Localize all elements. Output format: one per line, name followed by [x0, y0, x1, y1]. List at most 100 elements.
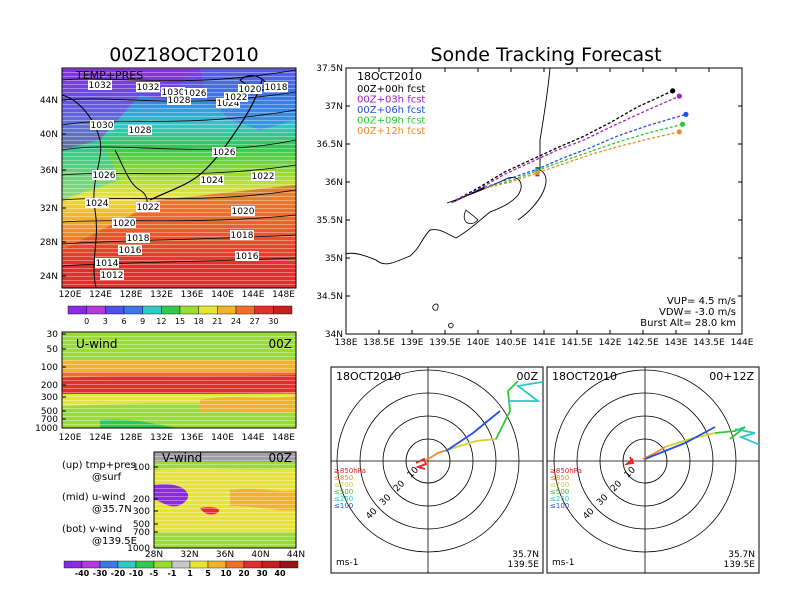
svg-text:1020: 1020: [113, 219, 136, 229]
burst-point: [676, 129, 682, 135]
hodograph-trace: [664, 432, 716, 448]
pressure-tick-label: 300: [133, 507, 150, 517]
lon-tick-label: 132E: [150, 433, 173, 443]
lon-tick-label: 140.5E: [495, 338, 527, 348]
lon-tick-label: 140E: [467, 338, 490, 348]
colorbar-tick-label: 5: [205, 569, 211, 578]
uwind-lon-ticks: 120E 124E 128E 132E 136E 140E 144E 148E: [59, 433, 296, 443]
note-line: (up) tmp+pres: [62, 460, 136, 471]
lon-tick-label: 140E: [211, 290, 234, 300]
colorbar-swatch: [63, 560, 83, 569]
lat-tick-label: 35N: [325, 254, 343, 264]
lon-tick-label: 128E: [120, 433, 143, 443]
hodograph-unit: ms-1: [552, 558, 574, 568]
lat-tick-label: 34.5N: [316, 292, 343, 302]
isobar-label: 1020: [112, 218, 136, 229]
hodograph-date: 18OCT2010: [552, 370, 617, 383]
isobar-label: 1022: [251, 171, 275, 182]
svg-text:1014: 1014: [96, 259, 119, 269]
lon-tick-label: 124E: [89, 433, 112, 443]
isobar-label: 1012: [100, 270, 124, 281]
lat-tick-label: 34N: [325, 330, 343, 340]
burst-point: [670, 88, 676, 94]
lat-tick-label: 36N: [325, 178, 343, 188]
lat-tick-label: 32N: [180, 550, 198, 560]
track-line: [451, 95, 680, 204]
svg-text:1026: 1026: [184, 89, 207, 99]
vwind-lat-ticks: 28N 32N 36N 40N 44N: [145, 550, 305, 560]
uwind-label: U-wind: [76, 337, 117, 351]
hodograph-trace: [445, 410, 501, 452]
temp-colorbar: 0 3 6 9 12 15 18 21 24 27 30: [67, 305, 293, 326]
vup-text: VUP= 4.5 m/s: [667, 296, 736, 307]
isobar-label: 1020: [238, 84, 262, 95]
colorbar-tick-label: 21: [212, 317, 222, 326]
colorbar-tick-label: -20: [111, 569, 126, 578]
isobar-label: 1018: [264, 82, 288, 93]
colorbar-swatch: [273, 305, 293, 315]
lon-tick-label: 138.5E: [363, 338, 395, 348]
hodograph-lat: 35.7N: [728, 550, 755, 560]
legend-entry: 00Z+09h fcst: [357, 116, 425, 127]
colorbar-swatch: [135, 560, 155, 569]
lat-tick-label: 37N: [325, 102, 343, 112]
lon-tick-label: 140E: [211, 433, 234, 443]
colorbar-tick-label: 0: [84, 317, 89, 326]
isobar-label: 1026: [212, 147, 236, 158]
svg-text:1020: 1020: [239, 85, 262, 95]
burst-text: Burst Alt= 28.0 km: [640, 318, 736, 329]
lon-tick-label: 136E: [181, 290, 204, 300]
colorbar-swatch: [254, 305, 274, 315]
hodograph-trace: [415, 457, 428, 470]
level-legend: ≤850: [550, 474, 569, 482]
lon-tick-label: 141E: [533, 338, 556, 348]
lon-tick-label: 142E: [599, 338, 622, 348]
track-line: [451, 90, 673, 204]
level-legend: ≤100: [550, 502, 569, 510]
lat-tick-label: 35.5N: [316, 216, 343, 226]
lon-tick-label: 148E: [272, 290, 295, 300]
colorbar-tick-label: 15: [175, 317, 185, 326]
level-legend: ≤100: [334, 502, 353, 510]
hodograph-trace: [644, 426, 716, 460]
uwind-time: 00Z: [269, 337, 293, 351]
hodograph-trace: [714, 426, 746, 440]
lon-tick-label: 143.5E: [693, 338, 725, 348]
lat-tick-label: 40N: [40, 130, 58, 140]
note-line: @35.7N: [92, 504, 132, 515]
hodograph-time: 00Z: [516, 370, 538, 383]
svg-text:1022: 1022: [137, 203, 160, 213]
colorbar-tick-label: -30: [93, 569, 108, 578]
colorbar-swatch: [99, 560, 119, 569]
legend-entry: 00Z+12h fcst: [357, 126, 425, 137]
track-line: [484, 131, 680, 189]
colorbar-swatch: [67, 305, 87, 315]
pressure-tick-label: 300: [41, 393, 58, 403]
colorbar-swatch: [261, 560, 281, 569]
hodograph-time: 00+12Z: [709, 370, 754, 383]
level-legend: ≥850hPa: [334, 467, 366, 475]
lat-tick-label: 32N: [40, 204, 58, 214]
isobar-label: 1026: [92, 170, 116, 181]
lon-tick-label: 128E: [120, 290, 143, 300]
lon-tick-label: 148E: [272, 433, 295, 443]
colorbar-tick-label: 18: [194, 317, 204, 326]
colorbar-swatch: [161, 305, 181, 315]
hodograph-trace: [508, 380, 543, 402]
isobar-label: 1018: [230, 230, 254, 241]
lon-tick-label: 141.5E: [561, 338, 593, 348]
isobar-label: 1020: [231, 206, 255, 217]
svg-text:1024: 1024: [217, 99, 240, 109]
svg-text:1022: 1022: [225, 93, 248, 103]
colorbar-tick-label: 40: [274, 569, 286, 578]
lat-tick-label: 28N: [145, 550, 163, 560]
pressure-tick-label: 30: [47, 330, 59, 340]
svg-text:1020: 1020: [232, 207, 255, 217]
level-legend: ≤500: [550, 488, 569, 496]
colorbar-tick-label: 10: [220, 569, 232, 578]
colorbar-swatch: [217, 305, 237, 315]
